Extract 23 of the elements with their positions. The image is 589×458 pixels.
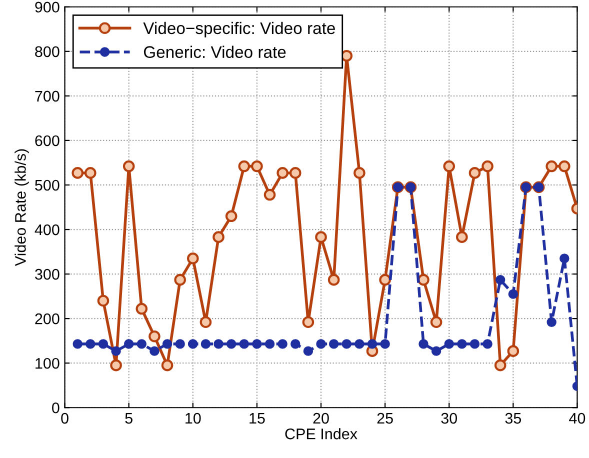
x-tick-label: 10	[186, 412, 201, 424]
y-axis-title: Video Rate (kb/s)	[14, 149, 29, 266]
x-tick-label: 15	[250, 413, 265, 424]
y-tick-label: 0	[52, 402, 60, 414]
y-tick-label: 800	[35, 46, 60, 58]
y-tick-label: 700	[35, 90, 60, 102]
y-tick-label: 100	[36, 358, 60, 369]
y-tick-label: 500	[35, 180, 60, 191]
legend-label: Generic: Video rate	[144, 46, 286, 58]
y-tick-label: 600	[35, 135, 60, 146]
y-tick-label: 400	[34, 224, 60, 236]
x-tick-label: 35	[505, 412, 522, 424]
x-tick-label: 20	[313, 412, 329, 424]
x-tick-label: 0	[61, 412, 68, 424]
x-tick-label: 5	[125, 413, 132, 424]
legend-label: Video−specific: Video rate	[143, 22, 335, 38]
y-tick-label: 300	[35, 268, 60, 280]
x-tick-label: 40	[569, 412, 586, 424]
x-axis-title: CPE Index	[285, 428, 358, 440]
x-tick-label: 30	[441, 412, 458, 424]
y-tick-label: 200	[35, 313, 60, 324]
x-tick-label: 25	[377, 412, 393, 424]
y-tick-label: 900	[35, 2, 60, 13]
